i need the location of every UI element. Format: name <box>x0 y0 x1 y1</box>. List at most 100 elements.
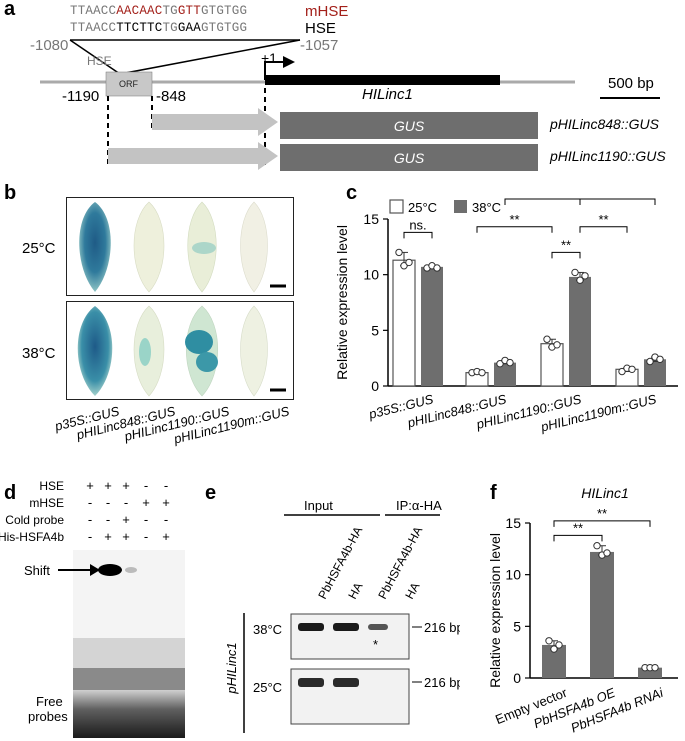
data-point <box>400 262 408 270</box>
data-point <box>550 645 558 653</box>
emsa-mark: - <box>88 495 92 510</box>
ip-label: IP:α-HA <box>396 498 442 513</box>
tss-arrow <box>264 61 285 80</box>
panel-f-letter: f <box>490 482 497 504</box>
emsa-mark: + <box>162 495 170 510</box>
emsa-mark: + <box>86 478 94 493</box>
orf-box <box>105 71 153 97</box>
sig-bracket <box>476 226 553 233</box>
pos-848-label: -848 <box>156 88 187 105</box>
chip-size-2: 216 bp <box>424 675 460 690</box>
hse-label: HSE <box>305 20 336 37</box>
data-point <box>543 335 551 343</box>
chart-c-ytick-label: 0 <box>371 378 379 394</box>
hse-box-label: HSE <box>87 54 112 68</box>
data-point <box>496 360 504 368</box>
data-point <box>651 663 659 672</box>
emsa-mark: + <box>162 529 170 544</box>
sig-bracket <box>553 534 603 542</box>
emsa-mark: - <box>144 529 148 544</box>
data-point <box>553 341 561 349</box>
sig-bracket <box>403 231 433 239</box>
emsa-row-label: HSE <box>39 479 64 493</box>
lane-label-2: HA <box>345 580 365 601</box>
leaf-labels: p35S::GUS pHILinc848::GUS pHILinc1190::G… <box>52 403 291 446</box>
shift-arrowhead <box>90 564 100 576</box>
gus-box-1: GUS <box>280 112 538 139</box>
sig-label: ns. <box>409 217 426 232</box>
chip-row-25c: 25°C <box>253 680 282 695</box>
sig-bracket <box>579 226 628 233</box>
band-38-3 <box>368 624 388 630</box>
emsa-mark: - <box>88 529 92 544</box>
emsa-mark: + <box>104 529 112 544</box>
emsa-mark: - <box>88 512 92 527</box>
leaf-1-38c <box>77 306 113 396</box>
lane-label-4: HA <box>402 580 422 601</box>
chip-row-38c: 38°C <box>253 622 282 637</box>
sig-bracket <box>579 198 656 205</box>
leaf-4-38c <box>240 305 268 397</box>
emsa-mark: - <box>106 495 110 510</box>
emsa-mark: + <box>122 478 130 493</box>
pos-1057-label: -1057 <box>300 37 339 54</box>
sig-bracket <box>504 198 581 205</box>
gene-bar <box>265 75 500 85</box>
data-point <box>628 365 636 374</box>
gus-box-2: GUS <box>280 144 538 171</box>
legend-swatch-25c <box>389 199 404 214</box>
shift-band <box>98 564 122 576</box>
input-label: Input <box>304 498 333 513</box>
chip-star: * <box>373 637 378 652</box>
promoter-diagram <box>40 39 660 170</box>
data-point <box>506 358 514 367</box>
legend-label-25c: 25°C <box>408 200 437 215</box>
band-38-1 <box>298 623 324 631</box>
panel-b-letter: b <box>4 182 17 204</box>
sig-label: ** <box>612 195 622 199</box>
emsa-mark: - <box>144 478 148 493</box>
chart-c-ytick-label: 15 <box>363 211 379 227</box>
emsa-mark: - <box>164 478 168 493</box>
pos-1080-label: -1080 <box>30 37 69 54</box>
emsa-row-label: Cold probe <box>5 513 64 527</box>
gene-label: HILinc1 <box>362 86 413 103</box>
data-point <box>478 368 486 377</box>
emsa-mark: + <box>142 495 150 510</box>
data-point <box>593 542 601 550</box>
chart-f-ylabel: Relative expression level <box>487 533 503 688</box>
bar-f-2 <box>638 667 662 678</box>
chip-panel: PbHSFA4b-HA HA PbHSFA4b-HA HA pHILinc1 3… <box>224 514 460 733</box>
bar-38c-3 <box>644 359 666 386</box>
chart-c-ytick-label: 5 <box>371 322 379 338</box>
sig-label: ** <box>561 237 571 252</box>
band-25-1 <box>298 678 324 687</box>
data-point <box>581 272 589 280</box>
emsa-mark: - <box>106 512 110 527</box>
chart-c-ytick-label: 10 <box>363 267 379 283</box>
leaf-1-25c <box>79 202 111 292</box>
hse-sequence: TTAACCTTCTTCTGGAAGTGTGG <box>70 21 248 35</box>
data-point <box>555 641 563 649</box>
panel-c-letter: c <box>346 182 358 204</box>
bar-38c-2 <box>569 276 591 386</box>
chart-f-ytick-label: 5 <box>513 618 521 634</box>
construct-1190-label: pHILinc1190::GUS <box>550 148 666 164</box>
bar-38c-1 <box>494 362 516 386</box>
chart-f-title: HILinc1 <box>581 485 628 501</box>
emsa-mark: + <box>104 478 112 493</box>
data-point <box>646 357 654 366</box>
chip-gel-25c <box>290 668 410 725</box>
sig-bracket <box>551 251 581 259</box>
bar-38c-0 <box>421 266 443 386</box>
data-point <box>656 355 664 363</box>
emsa-mark: + <box>122 529 130 544</box>
emsa-mark: - <box>124 495 128 510</box>
sig-label: ** <box>598 212 608 227</box>
mhse-sequence: TTAACCAACAACTGGTTGTGTGG <box>70 4 248 18</box>
leaf-panel-38c <box>66 301 294 400</box>
emsa-mark: - <box>164 512 168 527</box>
panel-d-letter: d <box>4 482 17 504</box>
